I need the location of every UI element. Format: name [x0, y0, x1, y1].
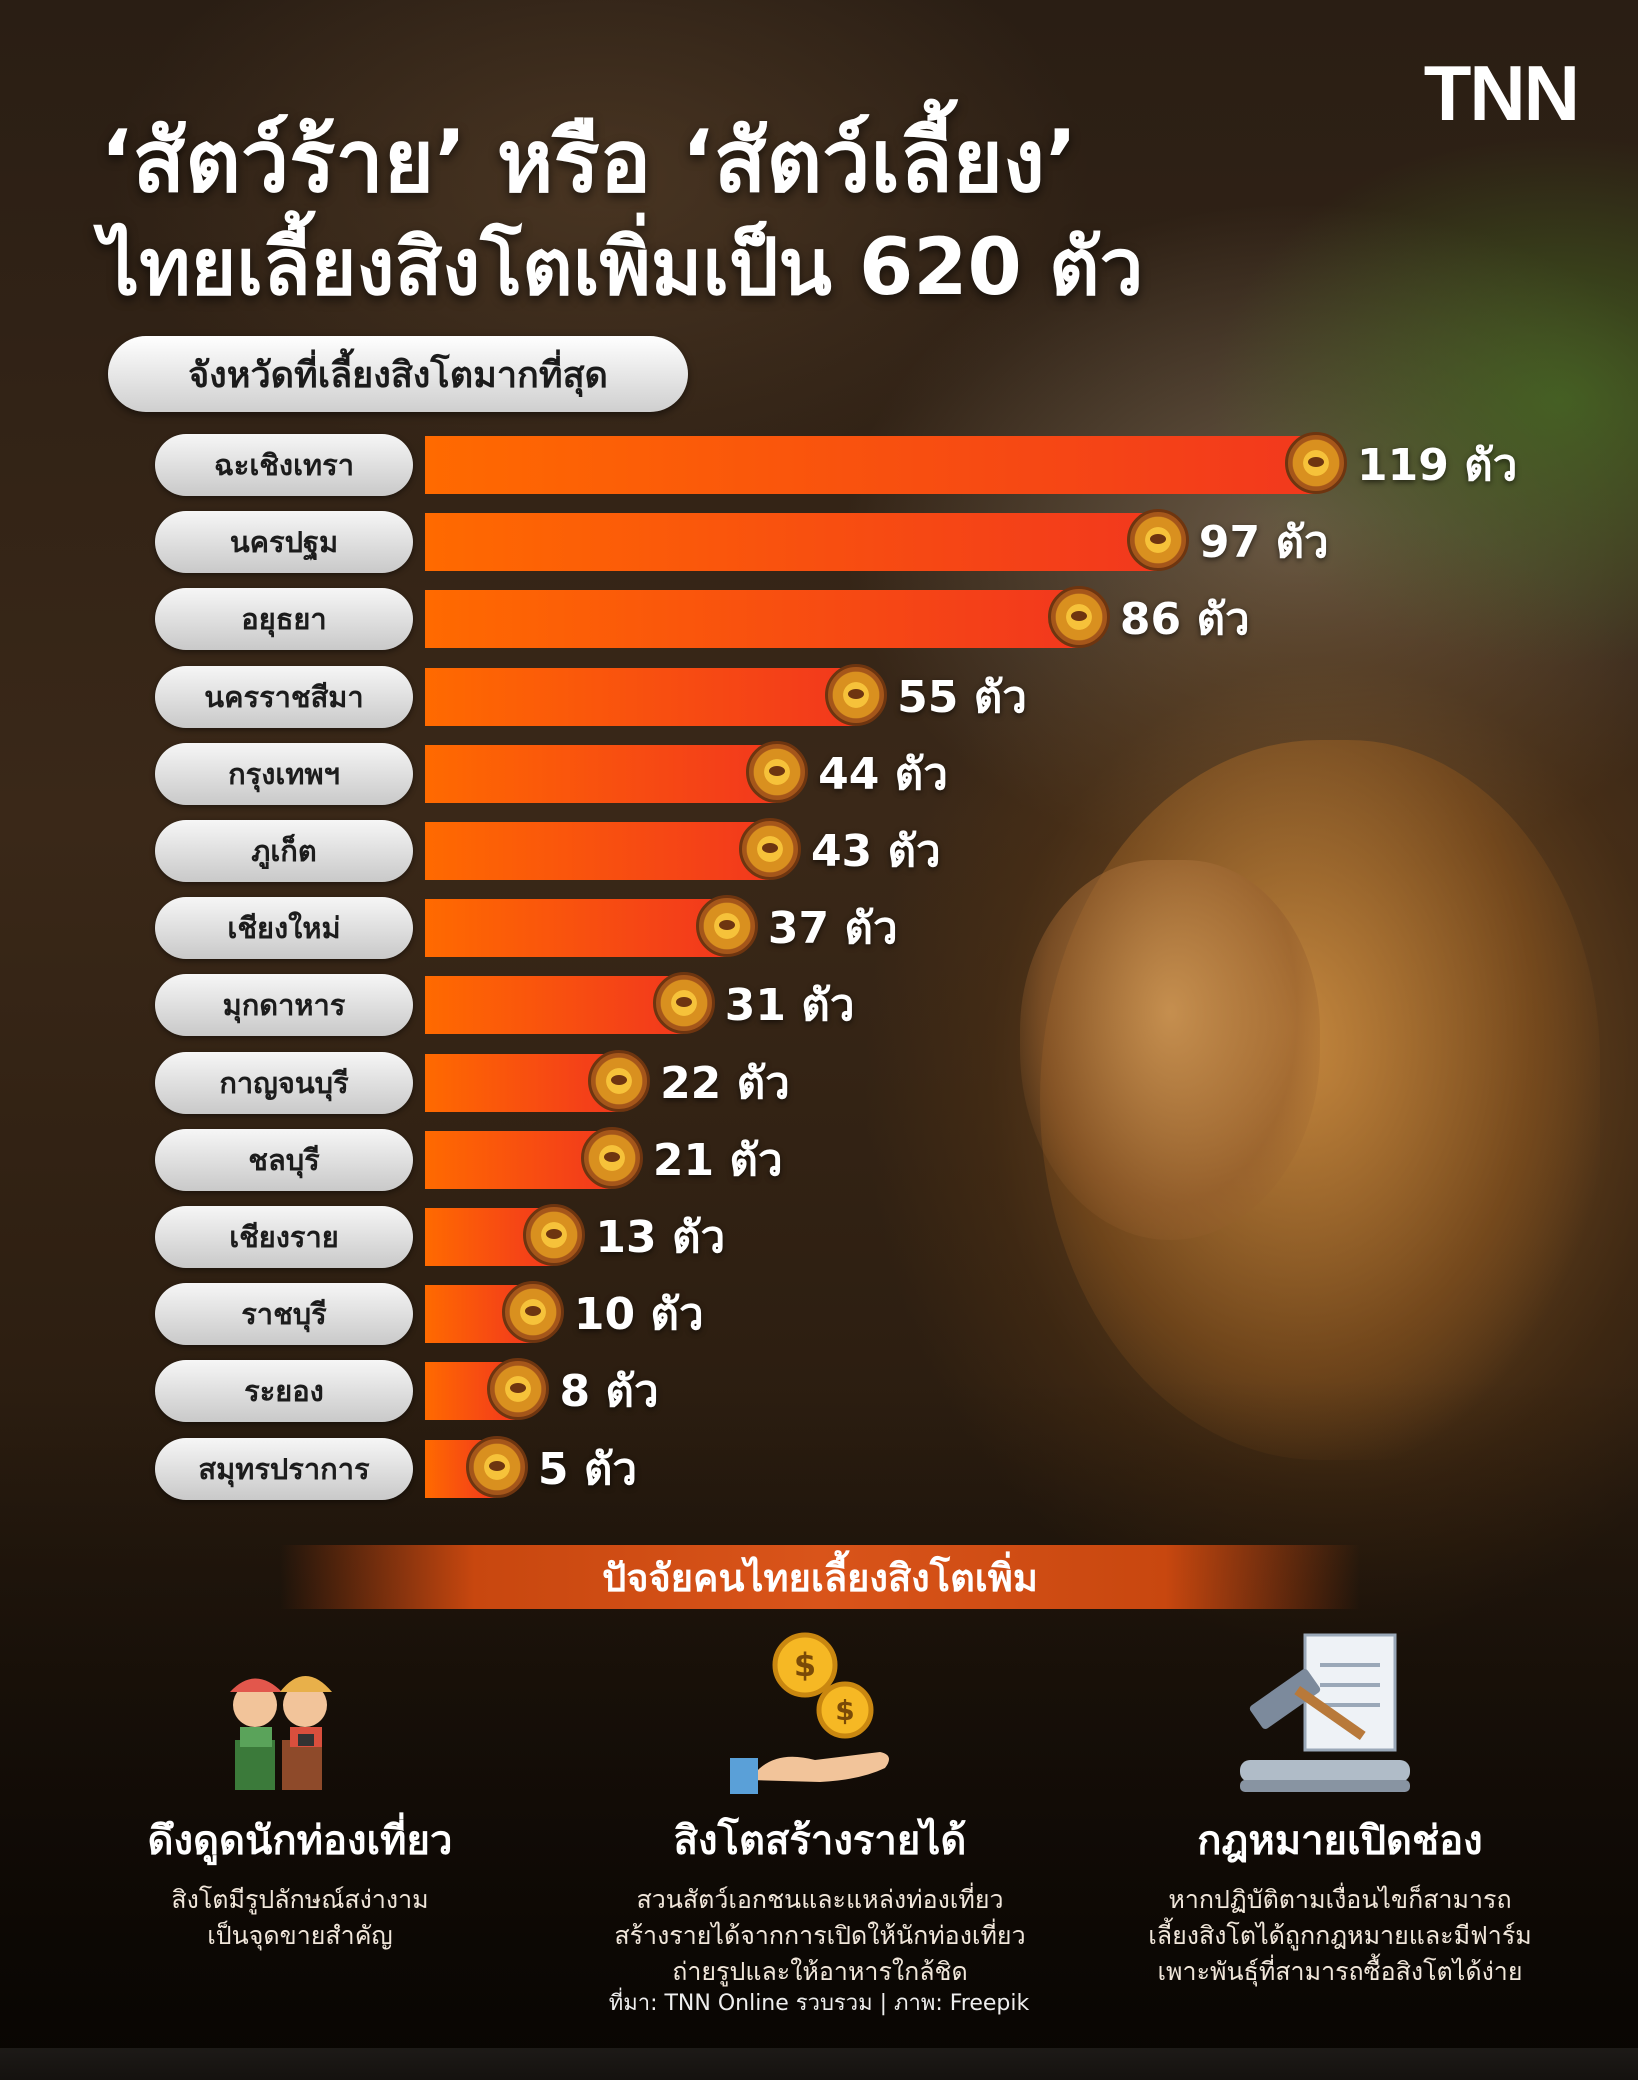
data-label: 37 ตัว [767, 903, 898, 955]
bar [425, 667, 856, 726]
factor-title: ดึงดูดนักท่องเที่ยว [147, 1818, 453, 1864]
factor-desc-line: หากปฏิบัติตามเงื่อนไขก็สามารถ [1168, 1885, 1512, 1914]
factor-description: สิงโตมีรูปลักษณ์สง่างาม เป็นจุดขายสำคัญ [60, 1882, 540, 1954]
lion-head-icon [588, 1049, 651, 1112]
category-label: นครราชสีมา [155, 665, 413, 728]
category-label: กรุงเทพฯ [155, 742, 413, 805]
factor-desc-line: สวนสัตว์เอกชนและแหล่งท่องเที่ยว [636, 1885, 1004, 1914]
lion-head-icon [487, 1358, 550, 1421]
factor-title: สิงโตสร้างรายได้ [673, 1818, 967, 1864]
category-label: เชียงราย [155, 1206, 413, 1268]
tourists-icon [230, 1676, 332, 1790]
category-label: อยุธยา [155, 588, 413, 651]
factor-desc-line: เพาะพันธุ์ที่สามารถซื้อสิงโตได้ง่าย [1157, 1957, 1523, 1986]
category-label: ภูเก็ต [155, 820, 413, 882]
lion-head-icon [695, 895, 758, 958]
bar [425, 744, 777, 803]
data-label: 31 ตัว [724, 980, 855, 1032]
data-label: 43 ตัว [810, 826, 941, 877]
factor-desc-line: เป็นจุดขายสำคัญ [207, 1921, 393, 1950]
factor-description: หากปฏิบัติตามเงื่อนไขก็สามารถ เลี้ยงสิงโ… [1100, 1882, 1580, 1990]
factor-title: กฎหมายเปิดช่อง [1197, 1818, 1483, 1864]
factors-heading: ปัจจัยคนไทยเลี้ยงสิงโตเพิ่ม [280, 1545, 1360, 1609]
data-label: 97 ตัว [1198, 517, 1329, 569]
bar [425, 590, 1078, 649]
lion-head-icon [465, 1435, 528, 1498]
bar [425, 436, 1315, 494]
factor-law: กฎหมายเปิดช่อง หากปฏิบัติตามเงื่อนไขก็สา… [1100, 1630, 1580, 1990]
data-label: 5 ตัว [537, 1443, 638, 1495]
lion-head-icon [580, 1126, 643, 1189]
category-label: ราชบุรี [155, 1283, 413, 1346]
category-label: เชียงใหม่ [155, 897, 413, 960]
page-title: ‘สัตว์ร้าย’ หรือ ‘สัตว์เลี้ยง’ [100, 112, 1078, 212]
factor-desc-line: ถ่ายรูปและให้อาหารใกล้ชิด [672, 1957, 968, 1986]
bar [425, 1130, 611, 1189]
svg-text:$: $ [794, 1646, 816, 1684]
bar [425, 899, 726, 958]
data-label: 21 ตัว [652, 1134, 783, 1186]
category-label: กาญจนบุรี [155, 1051, 413, 1114]
data-label: 13 ตัว [595, 1212, 726, 1263]
data-label: 10 ตัว [573, 1289, 704, 1341]
lion-head-icon [1126, 509, 1189, 572]
source-credit: ที่มา: TNN Online รวบรวม | ภาพ: Freepik [608, 1991, 1030, 2016]
factor-desc-line: สิงโตมีรูปลักษณ์สง่างาม [171, 1885, 429, 1914]
factor-income: $ $ สิงโตสร้างรายได้ สวนสัตว์เอกชนและแหล… [580, 1630, 1060, 1990]
lion-face-shape [1020, 860, 1320, 1240]
lion-head-icon [738, 818, 801, 880]
data-label: 55 ตัว [897, 671, 1027, 723]
gavel-law-icon [1240, 1633, 1410, 1792]
bar [425, 976, 683, 1035]
page-headline: ไทยเลี้ยงสิงโตเพิ่มเป็น 620 ตัว [100, 223, 1144, 313]
data-label: 86 ตัว [1119, 594, 1250, 646]
bar [425, 822, 769, 880]
data-label: 22 ตัว [660, 1057, 790, 1109]
lion-head-icon [1285, 432, 1347, 494]
svg-text:$: $ [835, 1694, 854, 1727]
category-label: ระยอง [155, 1360, 413, 1423]
lion-head-icon [501, 1281, 564, 1344]
lion-head-icon [523, 1204, 586, 1266]
lion-head-icon [652, 972, 715, 1035]
data-label: 44 ตัว [818, 748, 948, 800]
chart-title-pill: จังหวัดที่เลี้ยงสิงโตมากที่สุด [108, 336, 688, 412]
factor-tourism: ดึงดูดนักท่องเที่ยว สิงโตมีรูปลักษณ์สง่า… [60, 1630, 540, 1954]
bar [425, 513, 1157, 572]
factor-desc-line: เลี้ยงสิงโตได้ถูกกฎหมายและมีฟาร์ม [1148, 1921, 1532, 1950]
category-label: สมุทรปราการ [155, 1437, 413, 1500]
data-label: 8 ตัว [559, 1366, 659, 1418]
lion-head-icon [1047, 586, 1110, 649]
bar [425, 1053, 619, 1112]
category-label: ชลบุรี [155, 1128, 413, 1191]
lion-head-icon [746, 740, 809, 803]
coins-hand-icon: $ $ [730, 1632, 889, 1794]
category-label: ฉะเชิงเทรา [155, 434, 413, 496]
category-label: นครปฐม [155, 511, 413, 574]
tnn-logo: TNN [1423, 49, 1580, 137]
lion-head-icon [825, 663, 888, 726]
data-label: 119 ตัว [1357, 440, 1518, 491]
factor-description: สวนสัตว์เอกชนและแหล่งท่องเที่ยว สร้างราย… [580, 1882, 1060, 1990]
category-label: มุกดาหาร [155, 974, 413, 1037]
factor-desc-line: สร้างรายได้จากการเปิดให้นักท่องเที่ยว [614, 1921, 1026, 1950]
